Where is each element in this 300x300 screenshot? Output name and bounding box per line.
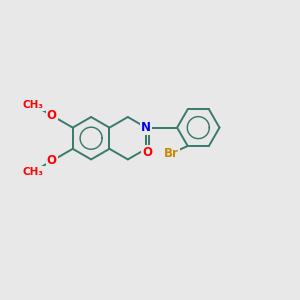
Text: CH₃: CH₃ — [23, 100, 44, 110]
Text: Br: Br — [164, 147, 179, 160]
Text: CH₃: CH₃ — [23, 167, 44, 177]
Text: O: O — [47, 154, 57, 167]
Text: N: N — [141, 121, 151, 134]
Text: O: O — [143, 146, 153, 159]
Text: O: O — [47, 109, 57, 122]
